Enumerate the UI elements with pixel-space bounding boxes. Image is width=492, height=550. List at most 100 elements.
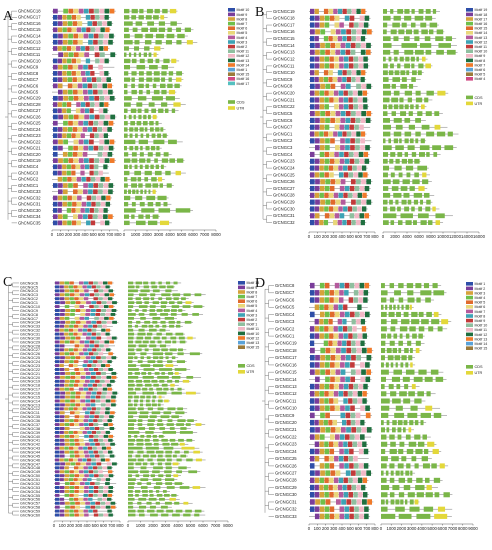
cds-block [124,127,128,132]
motif-block [310,138,315,144]
motif-block [343,477,348,484]
cds-block [128,513,136,517]
motif-block [110,399,116,403]
motif-block [102,466,107,470]
motif-block [319,56,325,62]
motif-block [324,172,329,178]
gene-axis-tick-label: 6000 [198,523,208,528]
motif-block [348,492,353,498]
motif-block [69,474,75,478]
gene-label: GhCNGC1 [18,183,39,188]
cds-block [404,15,412,21]
motif-block [346,499,352,505]
cds-block [163,202,168,207]
utr-block [164,399,169,403]
motif-block [353,151,359,158]
motif-axis-tick-label: 700 [108,523,116,528]
cds-block [165,297,172,301]
motif-block [348,333,353,339]
motif-block [55,493,60,497]
cds-block [381,492,388,498]
motif-block [88,39,93,45]
legend-motif-label: Motif 1 [237,68,248,72]
motif-block [108,214,113,220]
cds-block [150,27,158,32]
cds-block [134,356,138,360]
cds-block [138,415,149,419]
cds-block [388,104,393,110]
cds-block [131,214,135,219]
motif-block [84,293,90,297]
motif-block [55,383,60,387]
cds-block [124,214,130,219]
motif-block [57,201,63,207]
motif-block [320,470,325,476]
cds-block [381,412,389,418]
motif-block [349,213,355,219]
motif-block [340,405,345,411]
motif-block [88,438,94,442]
motif-block [78,348,83,352]
motif-track [309,8,374,226]
motif-block [70,462,76,466]
motif-block [356,347,362,354]
cds-block [124,114,127,120]
utr-block [434,513,448,519]
cds-block [155,482,163,485]
motif-block [112,462,117,466]
motif-block [333,90,339,96]
cds-block [124,152,129,157]
motif-block [64,466,69,470]
motif-block [105,312,111,316]
motif-block [109,139,115,145]
motif-block [59,438,65,442]
utr-block [158,395,162,399]
motif-block [65,309,71,312]
cds-block [393,36,399,42]
utr-block [418,186,425,191]
cds-block [431,463,437,469]
gene-label: GhCNGC40 [20,435,40,439]
motif-block [329,192,334,198]
motif-block [88,33,94,39]
cds-block [394,290,401,296]
motif-block [323,76,329,83]
motif-block [364,15,370,21]
motif-axis-tick-label: 0 [53,523,56,528]
motif-block [366,179,372,185]
motif-block [361,83,367,89]
cds-block [147,220,158,226]
cds-block [152,399,155,403]
motif-block [320,427,326,433]
cds-block [149,64,158,70]
motif-block [314,104,320,110]
legend-swatch [466,8,473,12]
motif-block [101,309,107,312]
cds-block [420,199,423,205]
motif-block [83,95,89,101]
motif-block [57,77,63,82]
cds-block [152,470,160,474]
legend-motif-label: Motif 12 [237,54,250,58]
cds-block [412,333,417,339]
legend-motif-label: Motif 7 [237,22,248,26]
motif-block [73,458,78,462]
motif-block [314,455,320,462]
motif-block [74,293,80,297]
motif-block [75,320,81,324]
motif-block [315,145,320,151]
cds-block [161,89,167,95]
cds-block [418,369,427,375]
cds-block [393,333,398,339]
motif-block [80,208,85,213]
cds-block [124,64,131,70]
motif-block [335,117,341,123]
motif-block [74,289,79,293]
motif-axis-tick-label: 800 [114,232,122,237]
motif-block [89,95,94,101]
cds-block [405,165,414,171]
motif-block [59,454,65,458]
phylogenetic-tree [260,11,272,223]
motif-block [83,120,89,126]
gene-label: GrCNGC25 [275,456,297,461]
